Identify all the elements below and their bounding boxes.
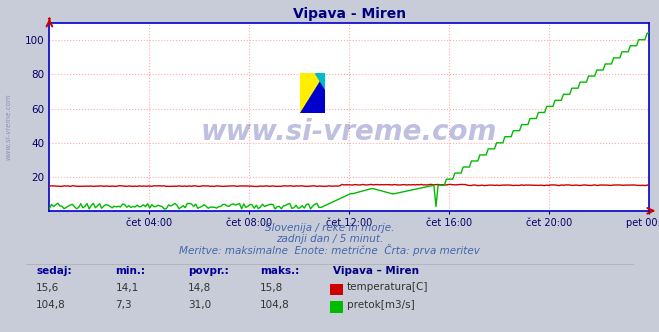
Text: povpr.:: povpr.:: [188, 266, 229, 276]
Text: 7,3: 7,3: [115, 300, 132, 310]
Polygon shape: [315, 73, 325, 89]
Polygon shape: [300, 73, 325, 113]
Polygon shape: [300, 73, 325, 113]
Text: 104,8: 104,8: [36, 300, 66, 310]
Text: 15,8: 15,8: [260, 283, 283, 292]
Text: Vipava – Miren: Vipava – Miren: [333, 266, 419, 276]
Text: 15,6: 15,6: [36, 283, 59, 292]
Text: 14,8: 14,8: [188, 283, 211, 292]
Text: 104,8: 104,8: [260, 300, 290, 310]
Text: zadnji dan / 5 minut.: zadnji dan / 5 minut.: [276, 234, 383, 244]
Text: www.si-vreme.com: www.si-vreme.com: [201, 118, 498, 146]
Text: Meritve: maksimalne  Enote: metrične  Črta: prva meritev: Meritve: maksimalne Enote: metrične Črta…: [179, 244, 480, 256]
Text: 14,1: 14,1: [115, 283, 138, 292]
Text: 31,0: 31,0: [188, 300, 211, 310]
Text: temperatura[C]: temperatura[C]: [347, 283, 428, 292]
Title: Vipava - Miren: Vipava - Miren: [293, 7, 406, 21]
Text: sedaj:: sedaj:: [36, 266, 72, 276]
Text: maks.:: maks.:: [260, 266, 300, 276]
Text: www.si-vreme.com: www.si-vreme.com: [5, 93, 11, 160]
Text: min.:: min.:: [115, 266, 146, 276]
Text: pretok[m3/s]: pretok[m3/s]: [347, 300, 415, 310]
Text: Slovenija / reke in morje.: Slovenija / reke in morje.: [265, 223, 394, 233]
